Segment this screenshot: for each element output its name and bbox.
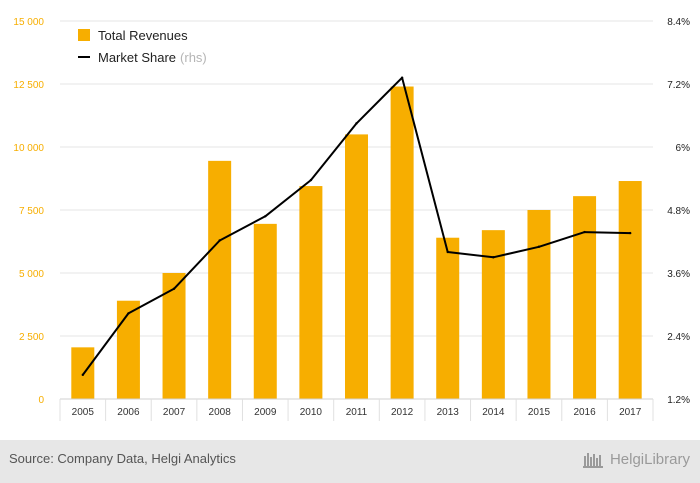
bar bbox=[481, 230, 505, 399]
y-right-tick-label: 3.6% bbox=[667, 269, 690, 280]
line-point bbox=[218, 239, 221, 242]
legend-item-bars: Total Revenues bbox=[78, 24, 207, 46]
line-point bbox=[400, 76, 404, 79]
bar bbox=[299, 186, 323, 399]
bar bbox=[618, 181, 642, 399]
legend-label-bars: Total Revenues bbox=[98, 27, 188, 43]
x-tick-label: 2017 bbox=[619, 407, 642, 418]
line-point bbox=[355, 122, 358, 125]
brand-logo: HelgiLibrary bbox=[582, 450, 690, 468]
x-tick-label: 2008 bbox=[209, 407, 232, 418]
line-point bbox=[81, 373, 85, 377]
x-tick-label: 2013 bbox=[437, 407, 460, 418]
x-tick-label: 2011 bbox=[346, 407, 368, 418]
combo-chart: 0 2 500 5 000 7 500 10 000 12 500 15 000 1.2% 2.… bbox=[13, 17, 691, 421]
y-left-tick-label: 5 000 bbox=[19, 269, 44, 280]
y-right-tick-label: 2.4% bbox=[667, 332, 690, 343]
bar bbox=[527, 210, 551, 399]
legend-swatch-line bbox=[78, 56, 90, 58]
line-point bbox=[446, 250, 449, 254]
line-point bbox=[537, 245, 541, 248]
x-tick-label: 2015 bbox=[528, 407, 551, 418]
bar bbox=[345, 134, 368, 399]
y-left-tick-label: 7 500 bbox=[19, 206, 44, 217]
y-right-tick-label: 1.2% bbox=[667, 395, 690, 406]
x-tick-label: 2006 bbox=[117, 407, 140, 418]
y-right-tick-label: 7.2% bbox=[667, 80, 690, 91]
bar bbox=[162, 273, 186, 399]
y-left-tick-label: 12 500 bbox=[13, 80, 44, 91]
bar bbox=[208, 160, 232, 399]
bar bbox=[390, 86, 414, 400]
bar bbox=[436, 237, 460, 399]
line-point bbox=[264, 215, 267, 218]
line-point bbox=[492, 256, 495, 259]
x-tick-label: 2009 bbox=[254, 407, 277, 418]
y-right-tick-label: 4.8% bbox=[667, 206, 690, 217]
y-right-tick-label: 6% bbox=[676, 143, 691, 154]
line-point bbox=[172, 287, 176, 290]
library-icon bbox=[582, 453, 603, 468]
line-point bbox=[628, 231, 632, 235]
bar bbox=[573, 196, 597, 399]
x-tick-label: 2010 bbox=[300, 407, 323, 418]
legend: Total Revenues Market Share (rhs) bbox=[78, 24, 207, 68]
legend-label-line: Market Share bbox=[98, 49, 177, 65]
x-tick-label: 2012 bbox=[391, 407, 414, 418]
chart-area: 0 2 500 5 000 7 500 10 000 12 500 15 000 1.2% 2.… bbox=[13, 17, 691, 421]
footer-bar: Source: Company Data, Helgi Analytics He… bbox=[0, 440, 700, 483]
bar bbox=[253, 223, 277, 399]
source-text: Source: Company Data, Helgi Analytics bbox=[9, 451, 236, 466]
legend-label-line-suffix: (rhs) bbox=[180, 49, 207, 65]
x-tick-label: 2007 bbox=[163, 407, 186, 418]
line-point bbox=[583, 230, 586, 234]
bar bbox=[116, 300, 140, 399]
legend-item-line: Market Share (rhs) bbox=[78, 46, 207, 68]
brand-name: HelgiLibrary bbox=[609, 450, 690, 468]
y-left-tick-label: 0 bbox=[38, 395, 44, 406]
bar bbox=[71, 347, 95, 399]
x-tick-label: 2016 bbox=[573, 407, 596, 418]
line-point bbox=[309, 178, 313, 182]
y-right-tick-label: 8.4% bbox=[667, 17, 690, 28]
y-left-tick-label: 15 000 bbox=[13, 17, 44, 28]
y-left-tick-label: 2 500 bbox=[19, 332, 44, 343]
x-tick-label: 2014 bbox=[482, 407, 505, 418]
line-point bbox=[127, 312, 130, 315]
legend-swatch-bars bbox=[78, 29, 90, 41]
x-tick-label: 2005 bbox=[72, 407, 95, 418]
y-left-tick-label: 10 000 bbox=[13, 143, 44, 154]
